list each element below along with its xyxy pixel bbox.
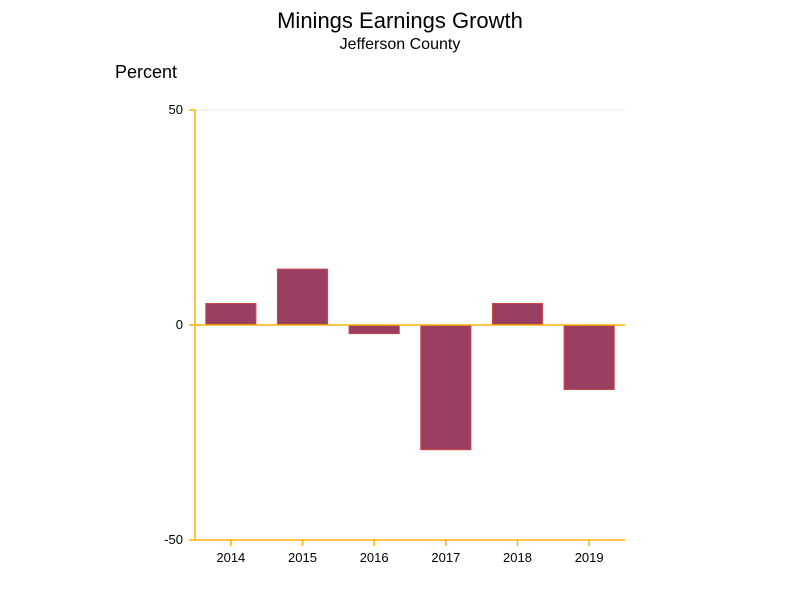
- y-tick-label: 0: [176, 317, 183, 332]
- x-tick-label: 2016: [360, 550, 389, 565]
- x-tick-label: 2018: [503, 550, 532, 565]
- x-tick-label: 2014: [216, 550, 245, 565]
- x-tick-label: 2019: [575, 550, 604, 565]
- y-tick-label: -50: [164, 532, 183, 547]
- x-tick-label: 2015: [288, 550, 317, 565]
- chart-container: Minings Earnings Growth Jefferson County…: [0, 0, 800, 600]
- bar: [349, 325, 399, 334]
- bar: [421, 325, 471, 450]
- x-tick-label: 2017: [431, 550, 460, 565]
- bar: [564, 325, 614, 390]
- bar: [277, 269, 327, 325]
- bar: [206, 304, 256, 326]
- y-tick-label: 50: [169, 102, 183, 117]
- bar: [492, 304, 542, 326]
- chart-svg: -50 0 50 2014 2015 2016 2017 2018 2019: [0, 0, 800, 600]
